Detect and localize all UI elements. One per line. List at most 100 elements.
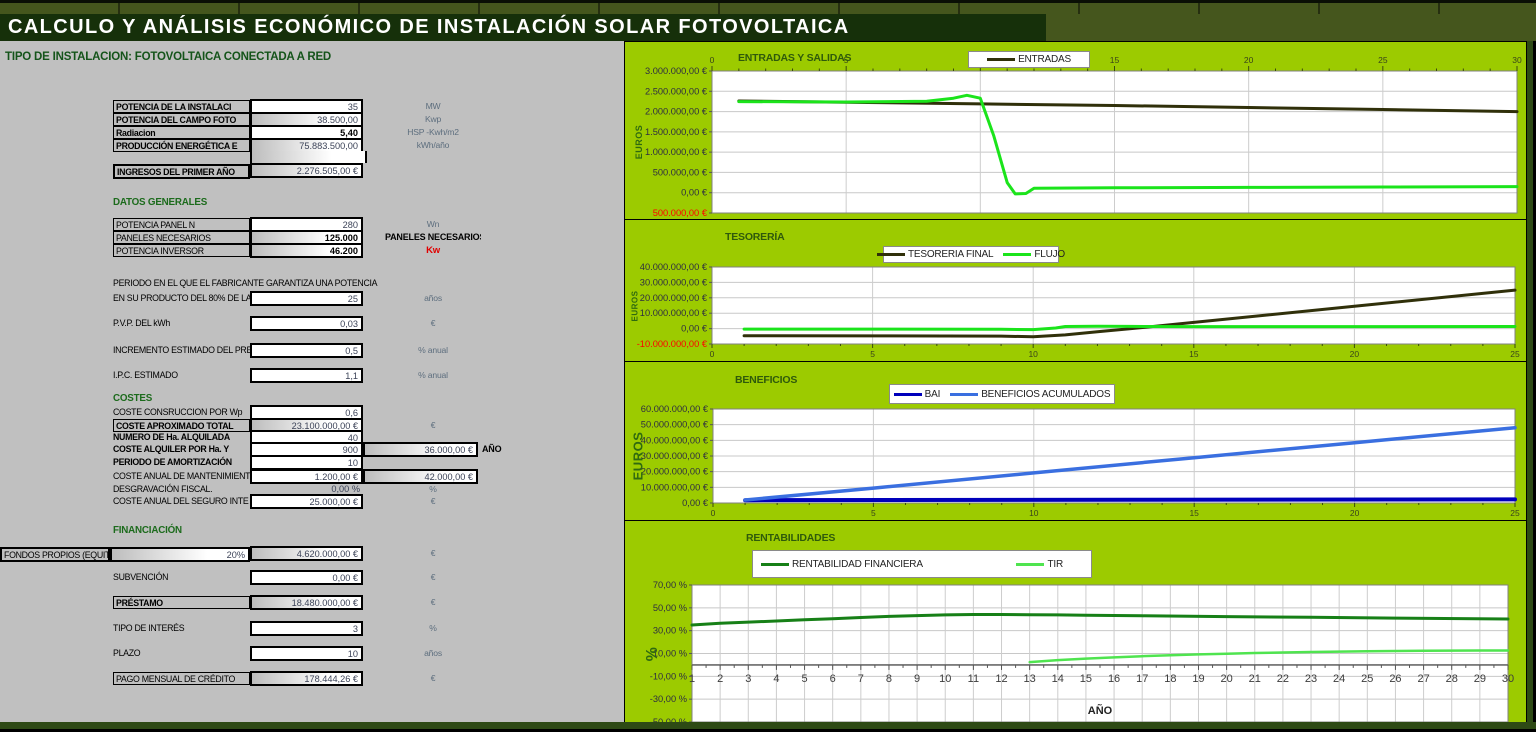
- svg-text:2: 2: [717, 673, 723, 685]
- row-label-incremento-estimado-del-pre: INCREMENTO ESTIMADO DEL PRE: [113, 345, 250, 355]
- svg-text:25: 25: [1361, 673, 1373, 685]
- cell-incremento-estimado-del-pre[interactable]: 0,5: [250, 343, 363, 358]
- cell-coste-anual-de-mantenimient[interactable]: 1.200,00 €: [250, 469, 363, 484]
- svg-text:15: 15: [1189, 349, 1199, 359]
- cell-i-p-c-estimado[interactable]: 1,1: [250, 368, 363, 383]
- svg-text:60.000.000,00 €: 60.000.000,00 €: [641, 404, 709, 414]
- chart-title-rentabilidades: RENTABILIDADES: [746, 532, 836, 544]
- svg-text:3.000.000,00 €: 3.000.000,00 €: [645, 66, 708, 76]
- row-label-coste-aproximado-total: COSTE APROXIMADO TOTAL: [113, 419, 250, 432]
- svg-text:30: 30: [1512, 55, 1522, 65]
- unit-paneles-necesarios: PANELES NECESARIOS: [385, 232, 481, 242]
- svg-text:19: 19: [1192, 673, 1204, 685]
- svg-text:15: 15: [1189, 508, 1199, 518]
- svg-text:11: 11: [968, 673, 979, 685]
- svg-text:17: 17: [1136, 673, 1148, 685]
- cell-en-su-producto-del-80-de-la[interactable]: 25: [250, 291, 363, 306]
- chart-block-tesoreria: 0 5 10 15 20 25 40.000.000,00 € 30.000.000,00 €…: [624, 219, 1527, 362]
- legend-item-flujo: FLUJO: [1003, 249, 1065, 260]
- row-label-potencia-de-la-instalaci: POTENCIA DE LA INSTALACI: [113, 100, 250, 113]
- svg-text:10.000.000,00 €: 10.000.000,00 €: [641, 482, 709, 492]
- svg-text:29: 29: [1474, 673, 1486, 685]
- chart-canvas-beneficios: 0 5 10 15 20 25 60.000.000,00 € 50.000.000,00 €…: [641, 404, 1520, 518]
- row-label-ingresos-del-primer-a-o: INGRESOS DEL PRIMER AÑO: [113, 164, 250, 179]
- series-salidas: [737, 93, 1519, 196]
- svg-text:30,00 %: 30,00 %: [653, 626, 687, 636]
- svg-text:2.500.000,00 €: 2.500.000,00 €: [645, 86, 708, 96]
- chart-canvas-tesoreria: 0 5 10 15 20 25 40.000.000,00 € 30.000.000,00 €…: [637, 262, 1520, 359]
- legend-label-entradas: ENTRADAS: [1018, 54, 1071, 65]
- svg-text:5: 5: [844, 55, 849, 65]
- series-beneficios-acumulados: [743, 426, 1517, 502]
- svg-text:8: 8: [886, 673, 892, 685]
- chart-block-entradas-salidas: 0510152025303.000.000,00 €2.500.000,00 €…: [624, 41, 1527, 220]
- page-title: CALCULO Y ANÁLISIS ECONÓMICO DE INSTALAC…: [0, 14, 1046, 41]
- unit-incremento-estimado-del-pre: % anual: [418, 345, 448, 355]
- svg-text:20.000.000,00 €: 20.000.000,00 €: [640, 293, 708, 303]
- cell-tipo-de-inter-s[interactable]: 3: [250, 621, 363, 636]
- svg-text:2.000.000,00 €: 2.000.000,00 €: [645, 107, 708, 117]
- row-label-producci-n-energ-tica-e: PRODUCCIÓN ENERGÉTICA E: [113, 139, 250, 152]
- legend-rentabilidades: RENTABILIDAD FINANCIERA TIR: [752, 550, 1092, 578]
- svg-text:14: 14: [1052, 673, 1064, 685]
- svg-text:25: 25: [1378, 55, 1388, 65]
- svg-text:30: 30: [1502, 673, 1514, 685]
- row-label-pr-stamo: PRÉSTAMO: [113, 596, 250, 609]
- svg-text:-10.000.000,00 €: -10.000.000,00 €: [637, 339, 708, 349]
- unit-potencia-panel-n: Wn: [426, 219, 440, 229]
- legend-label-tesoreria-final: TESORERIA FINAL: [907, 249, 994, 260]
- cell-subvenci-n[interactable]: 0,00 €: [250, 570, 363, 585]
- svg-text:4: 4: [773, 673, 779, 685]
- unit-tipo-de-inter-s: %: [429, 623, 437, 633]
- unit-fondos-propios-equit: €: [430, 548, 436, 558]
- chart-title-tesoreria: TESORERÍA: [725, 231, 785, 243]
- cell-desgravaci-n-fiscal: 0,00 %: [331, 484, 360, 494]
- row-label-numero-de-ha-alquilada: NUMERO DE Ha. ALQUILADA: [113, 432, 230, 442]
- chart-title-entradas-salidas: ENTRADAS Y SALIDAS: [738, 52, 852, 64]
- row-label-paneles-necesarios: PANELES NECESARIOS: [113, 231, 250, 244]
- legend-swatch-entradas: [987, 58, 1016, 61]
- cell-plazo[interactable]: 10: [250, 646, 363, 661]
- legend-swatch-tir: [1016, 562, 1045, 566]
- unit-subvenci-n: €: [430, 572, 436, 582]
- svg-text:7: 7: [858, 673, 864, 685]
- row-label-coste-alquiler-por-ha-y: COSTE ALQUILER POR Ha. Y: [113, 444, 229, 454]
- svg-text:24: 24: [1333, 673, 1345, 685]
- legend-label-tir: TIR: [1047, 558, 1063, 570]
- series-bai: [743, 497, 1517, 503]
- row-label-pago-mensual-de-cr-dito: PAGO MENSUAL DE CRÉDITO: [113, 672, 250, 685]
- legend-swatch-beneficios-acumulados: [950, 392, 979, 396]
- column-header-band: [0, 3, 1536, 14]
- svg-text:0,00 €: 0,00 €: [682, 498, 709, 508]
- chart-block-rentabilidades: 1 2 3 4 5 6 7 8 9 10 11 12 13 14 15 16 17 18 19 20 21 22 23 24 2…: [624, 520, 1527, 724]
- row-label-tipo-de-inter-s: TIPO DE INTERÉS: [113, 623, 185, 633]
- cell-p-v-p-del-kwh[interactable]: 0,03: [250, 316, 363, 331]
- legend-item-rentabilidad-financiera: RENTABILIDAD FINANCIERA: [761, 559, 923, 570]
- svg-text:1: 1: [689, 673, 695, 685]
- legend-swatch-rentabilidad-financiera: [761, 562, 789, 566]
- series-rentabilidad-financiera: [690, 613, 1510, 627]
- row-label-periodo-de-amortizaci-n: PERIODO DE AMORTIZACIÓN: [113, 457, 232, 467]
- cell-coste-anual-del-seguro-inte[interactable]: 25.000,00 €: [250, 494, 363, 509]
- svg-text:20: 20: [1244, 55, 1254, 65]
- svg-text:10.000.000,00 €: 10.000.000,00 €: [640, 308, 708, 318]
- installation-type-heading: TIPO DE INSTALACION: FOTOVOLTAICA CONECT…: [5, 51, 332, 63]
- chart-canvas-rentabilidades: 1 2 3 4 5 6 7 8 9 10 11 12 13 14 15 16 17 18 19 20 21 22 23 24 2…: [650, 580, 1514, 723]
- legend-entradas-salidas: ENTRADAS: [968, 51, 1090, 68]
- svg-text:20: 20: [1220, 673, 1232, 685]
- legend-label-flujo: FLUJO: [1034, 249, 1066, 260]
- legend-item-tesoreria-final: TESORERIA FINAL: [876, 249, 994, 260]
- svg-text:22: 22: [1277, 673, 1289, 685]
- svg-text:0: 0: [710, 55, 715, 65]
- legend-swatch-tesoreria-final: [876, 253, 905, 256]
- svg-text:1.500.000,00 €: 1.500.000,00 €: [645, 127, 708, 137]
- title-bar-spacer: [1046, 14, 1536, 41]
- series-flujo: [742, 324, 1517, 332]
- svg-text:10: 10: [1028, 349, 1038, 359]
- svg-text:50,00 %: 50,00 %: [653, 603, 687, 613]
- y-axis-title-rentabilidades: %: [644, 646, 661, 661]
- chart-block-beneficios: 0 5 10 15 20 25 60.000.000,00 € 50.000.000,00 €…: [624, 361, 1527, 521]
- unit-en-su-producto-del-80-de-la: años: [424, 293, 442, 303]
- cell-periodo-de-amortizaci-n[interactable]: 10: [250, 455, 363, 470]
